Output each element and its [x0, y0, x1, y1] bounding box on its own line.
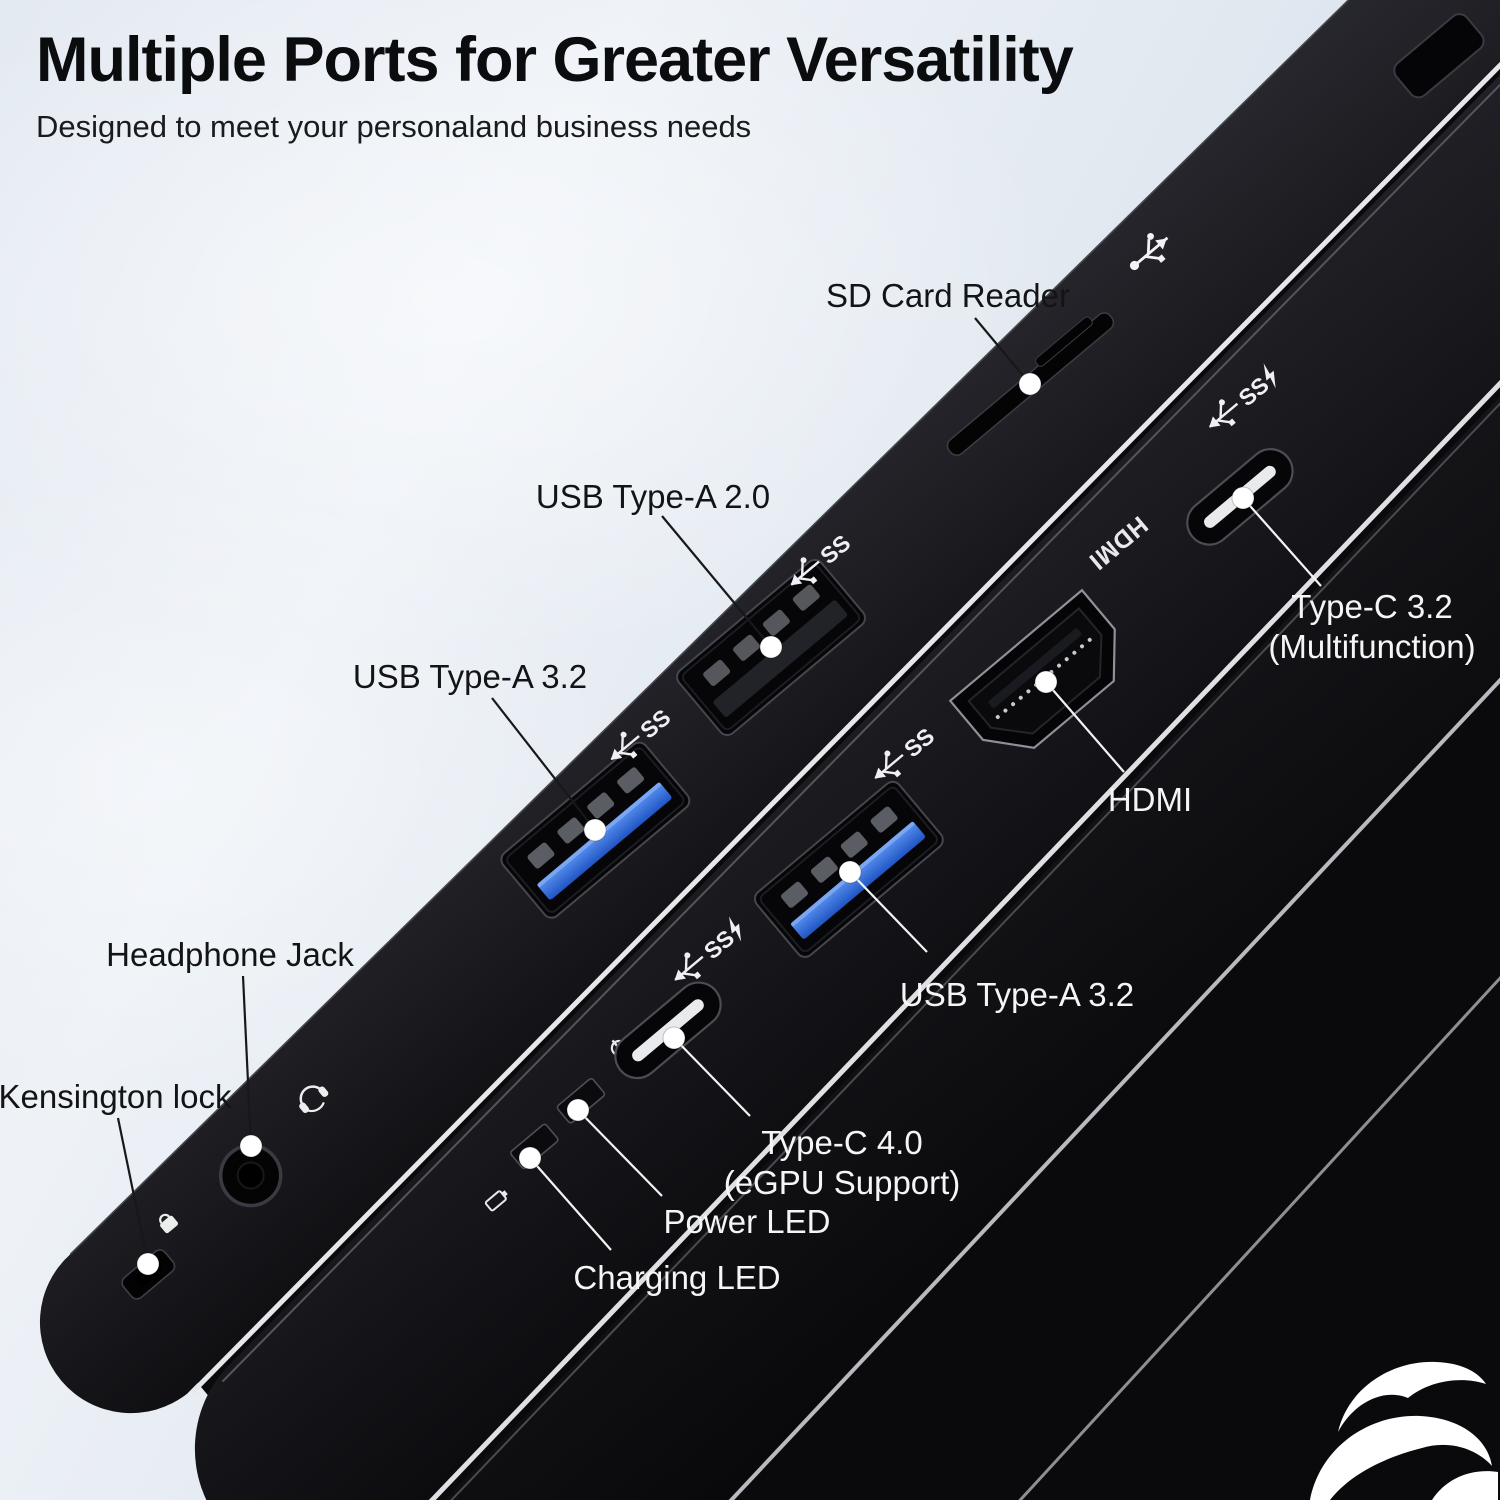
callout-type-c-4-0-line1: Type-C 4.0: [761, 1124, 923, 1161]
callout-type-c-3-2-line1: Type-C 3.2: [1291, 588, 1453, 625]
page-subtitle: Designed to meet your personaland busine…: [36, 109, 752, 145]
callout-type-c-3-2: Type-C 3.2 (Multifunction): [1268, 587, 1475, 667]
partial-corner-port: [1393, 13, 1485, 99]
slab2-top-rim: [221, 0, 1500, 1383]
brand-logo: [1310, 1361, 1498, 1500]
headset-icon: [299, 1085, 329, 1114]
battery-icon: [484, 1190, 508, 1212]
base-edge-highlight: [899, 255, 1500, 1500]
callout-lines: [116, 317, 1322, 1265]
callout-type-c-3-2-line2: (Multifunction): [1268, 628, 1476, 665]
callout-hdmi: HDMI: [1107, 781, 1193, 818]
page-title: Multiple Ports for Greater Versatility: [36, 25, 1074, 95]
callout-sd-card-reader: SD Card Reader: [826, 277, 1070, 314]
header: Multiple Ports for Greater Versatility D…: [36, 25, 1074, 145]
callout-usb-type-a-2-0: USB Type-A 2.0: [535, 478, 771, 515]
callout-power-led: Power LED: [663, 1203, 831, 1240]
laptop-slab-left-side: [39, 0, 1500, 1414]
callout-headphone-jack: Headphone Jack: [106, 936, 354, 973]
hdmi-port: [948, 588, 1116, 750]
headphone-jack-port: [218, 1143, 283, 1208]
callout-charging-led: Charging LED: [573, 1259, 781, 1296]
slab1-top-rim: [69, 0, 1500, 1255]
callout-type-c-4-0: Type-C 4.0 (eGPU Support): [724, 1123, 961, 1203]
callout-type-c-4-0-line2: (eGPU Support): [723, 1164, 961, 1201]
slab2-bottom-highlight: [385, 0, 1500, 1500]
slab3-bottom-highlight: [472, 105, 1500, 1500]
callout-kensington-lock: Kensington lock: [0, 1078, 232, 1115]
slab3-top-rim: [409, 0, 1500, 1500]
kensington-lock-icon: [159, 1213, 179, 1234]
callout-usb-type-a-3-2-top: USB Type-A 3.2: [352, 658, 588, 695]
callout-dots: [136, 372, 1255, 1276]
callout-usb-type-a-3-2-bottom: USB Type-A 3.2: [899, 976, 1135, 1013]
slab1-bottom-highlight: [190, 0, 1500, 1395]
laptop-slab-bottom: [303, 0, 1500, 1500]
